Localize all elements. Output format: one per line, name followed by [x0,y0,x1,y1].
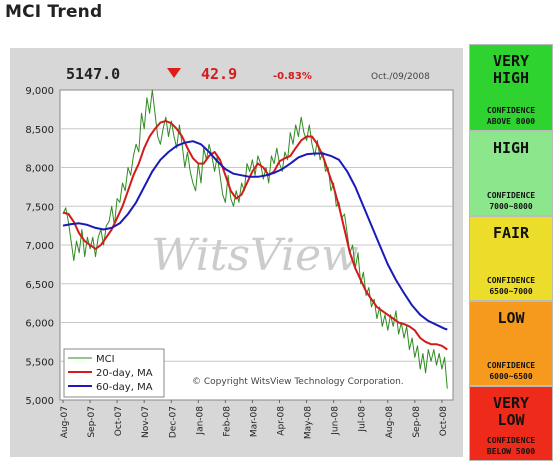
y-tick-label: 6,500 [25,280,54,291]
confidence-panel-1: VERY HIGH CONFIDENCE ABOVE 8000 [469,44,553,131]
panel-title: HIGH [492,69,530,87]
x-tick-label: Dec-07 [168,406,178,438]
panel-subtitle: CONFIDENCE [486,191,536,200]
quote-date: Oct./09/2008 [371,72,430,82]
down-arrow-icon [167,68,181,78]
x-tick-label: Aug-08 [385,406,395,439]
panel-subtitle: ABOVE 8000 [486,117,536,126]
panel-subtitle: CONFIDENCE [486,436,536,445]
confidence-panel-3: FAIR CONFIDENCE 6500~7000 [469,216,553,301]
y-tick-label: 6,000 [25,319,54,330]
x-tick-label: Jun-08 [331,406,341,436]
y-tick-label: 8,500 [25,125,54,136]
watermark: WitsView [151,230,359,281]
confidence-panel-5: VERY LOW CONFIDENCE BELOW 5000 [469,386,553,461]
change-value: 42.9 [201,65,237,83]
panel-subtitle: CONFIDENCE [486,276,536,285]
series-line-2 [62,120,448,351]
legend: MCI 20-day, MA 60-day, MA [63,348,165,398]
x-tick-label: Apr-08 [277,406,287,436]
panel-subtitle: 6000~6500 [489,372,533,381]
y-tick-label: 8,000 [25,164,54,175]
panel-subtitle: 6500~7000 [489,287,533,296]
y-tick-label: 9,000 [25,86,54,97]
x-tick-label: Sep-08 [412,406,422,438]
copyright-text: © Copyright WitsView Technology Corporat… [192,377,404,387]
y-tick-label: 7,500 [25,202,54,213]
y-tick-label: 5,500 [25,357,54,368]
x-tick-label: Mar-08 [249,406,259,437]
panel-title: LOW [497,411,525,429]
series-line-3 [62,140,448,331]
x-tick-label: Feb-08 [222,406,232,437]
legend-label: MCI [96,354,115,365]
last-value: 5147.0 [66,65,120,83]
panel-title: VERY [492,52,530,70]
series-line-1 [62,89,448,389]
x-tick-label: Aug-07 [60,406,70,438]
mci-chart: 5,000 5,500 6,000 6,500 7,000 7,500 8,000 8,500… [25,65,454,439]
legend-label: 20-day, MA [96,368,153,379]
panel-subtitle: 7000~8000 [489,202,533,211]
panel-title: VERY [492,394,530,412]
page-title: MCI Trend [5,2,103,22]
x-tick-label: Jul-08 [358,406,368,433]
x-tick-label: Oct-07 [114,406,124,436]
x-tick-label: Sep-07 [87,406,97,438]
y-tick-label: 5,000 [25,396,54,407]
legend-label: 60-day, MA [96,382,153,393]
x-tick-label: May-08 [304,406,314,439]
panel-subtitle: CONFIDENCE [486,106,536,115]
panel-title: HIGH [492,139,530,157]
panel-subtitle: CONFIDENCE [486,361,536,370]
panel-subtitle: BELOW 5000 [486,447,536,456]
confidence-panel-2: HIGH CONFIDENCE 7000~8000 [469,131,553,216]
x-tick-label: Jan-08 [195,406,205,436]
y-tick-label: 7,000 [25,241,54,252]
x-tick-label: Nov-07 [141,406,151,438]
panel-title: FAIR [492,224,530,242]
confidence-panel-4: LOW CONFIDENCE 6000~6500 [469,301,553,386]
panel-title: LOW [497,309,525,327]
x-tick-label: Oct-08 [439,406,449,437]
change-percent: -0.83% [273,71,312,82]
